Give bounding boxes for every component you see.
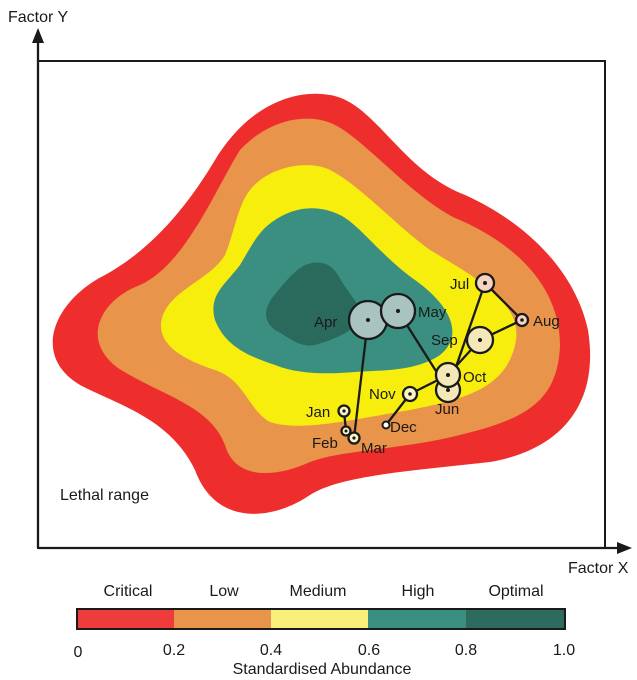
legend-swatch-critical [77, 609, 174, 629]
marker-nov [401, 385, 419, 403]
label-jan: Jan [306, 404, 330, 421]
legend-tick-0: 0 [74, 644, 83, 661]
marker-feb [340, 425, 352, 437]
marker-may [379, 292, 417, 330]
axes [32, 28, 632, 554]
lethal-range-label: Lethal range [60, 487, 149, 504]
y-axis-label: Factor Y [8, 9, 69, 26]
label-mar: Mar [361, 440, 387, 457]
legend-tick-0-2: 0.2 [163, 642, 185, 659]
legend-tick-0-4: 0.4 [260, 642, 282, 659]
x-axis-label: Factor X [568, 560, 629, 577]
label-jul: Jul [450, 276, 469, 293]
label-nov: Nov [369, 386, 396, 403]
legend-category-low: Low [209, 583, 239, 600]
label-aug: Aug [533, 313, 560, 330]
label-jun: Jun [435, 401, 459, 418]
legend-bar-border [76, 608, 566, 630]
marker-jan [337, 404, 351, 418]
zone-optimal [266, 262, 365, 346]
legend-category-medium: Medium [290, 583, 347, 600]
marker-mar [347, 431, 361, 445]
legend: Critical Low Medium High Optimal 0 0.2 0… [74, 583, 576, 678]
legend-swatch-medium [271, 609, 368, 629]
legend-title: Standardised Abundance [233, 661, 412, 678]
legend-tick-0-6: 0.6 [358, 642, 380, 659]
legend-tick-0-8: 0.8 [455, 642, 477, 659]
legend-category-high: High [402, 583, 435, 600]
label-apr: Apr [314, 314, 337, 331]
marker-dec [381, 420, 391, 430]
marker-jul [474, 272, 496, 294]
marker-aug [514, 312, 530, 328]
legend-swatch-high [368, 609, 466, 629]
legend-swatch-optimal [466, 609, 565, 629]
legend-category-optimal: Optimal [488, 583, 543, 600]
label-may: May [418, 304, 447, 321]
label-dec: Dec [390, 419, 417, 436]
legend-category-critical: Critical [104, 583, 153, 600]
legend-swatch-low [174, 609, 271, 629]
marker-oct [434, 361, 462, 389]
legend-tick-1-0: 1.0 [553, 642, 575, 659]
label-oct: Oct [463, 369, 487, 386]
label-feb: Feb [312, 435, 338, 452]
marker-sep [465, 325, 495, 355]
label-sep: Sep [431, 332, 458, 349]
